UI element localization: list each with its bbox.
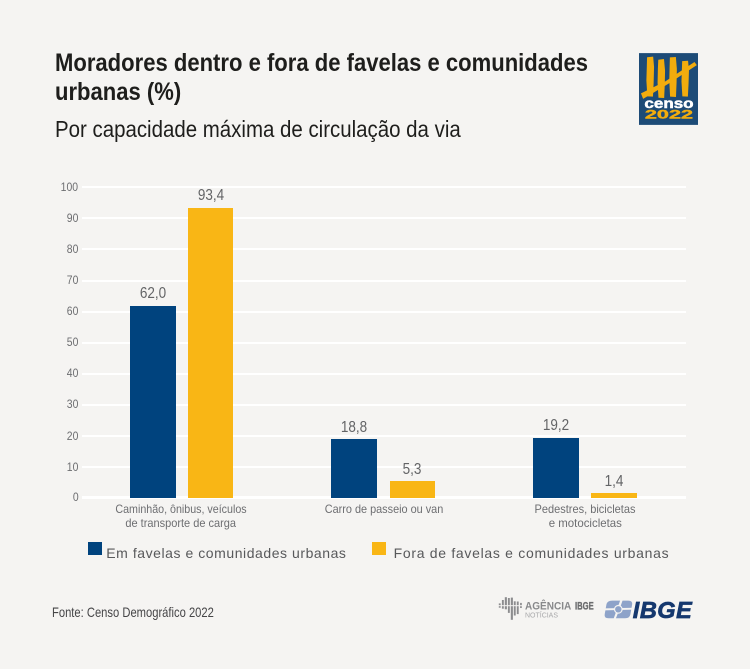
svg-text:2022: 2022 bbox=[645, 108, 694, 122]
svg-text:IBGE: IBGE bbox=[575, 601, 594, 613]
svg-text:IBGE: IBGE bbox=[633, 600, 693, 620]
svg-text:AGÊNCIA: AGÊNCIA bbox=[525, 600, 571, 613]
svg-text:NOTÍCIAS: NOTÍCIAS bbox=[525, 611, 558, 620]
svg-text:censo: censo bbox=[645, 96, 694, 111]
